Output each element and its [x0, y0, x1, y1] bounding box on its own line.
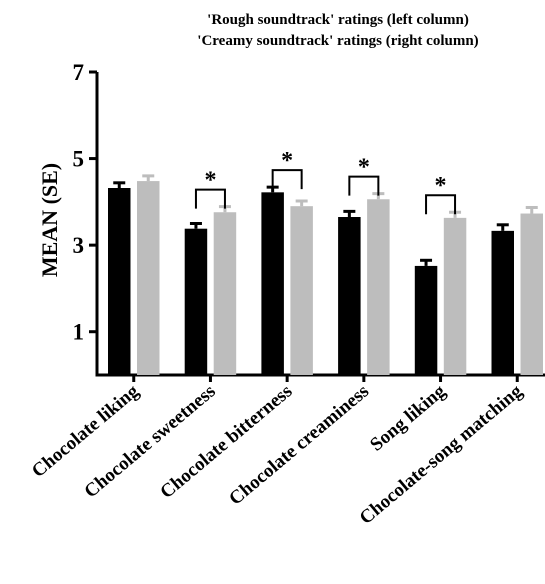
- bar: [290, 206, 313, 375]
- x-tick-label: Chocolate bitterness: [156, 381, 296, 503]
- x-tick-label: Chocolate sweetness: [80, 381, 219, 503]
- y-axis-label: MEAN (SE): [37, 163, 62, 277]
- significance-star: *: [435, 173, 447, 199]
- bar: [261, 192, 284, 375]
- bar: [520, 213, 543, 375]
- chart-title-line-2: 'Creamy soundtrack' ratings (right colum…: [197, 33, 478, 49]
- significance-star: *: [358, 155, 370, 181]
- bar: [367, 199, 390, 375]
- bar: [414, 265, 438, 375]
- chart-title-line-1: 'Rough soundtrack' ratings (left column): [207, 12, 469, 28]
- bar: [137, 181, 160, 375]
- significance-star: *: [281, 148, 293, 174]
- significance-bracket: [425, 194, 457, 215]
- bar: [443, 217, 467, 375]
- bar: [184, 228, 208, 375]
- y-tick-label: 1: [73, 320, 85, 345]
- y-tick-label: 5: [73, 147, 85, 172]
- bar: [108, 188, 131, 375]
- bar: [491, 230, 514, 375]
- bar: [213, 212, 237, 375]
- y-tick-label: 7: [73, 60, 85, 85]
- y-tick-label: 3: [73, 233, 85, 258]
- significance-bracket: [194, 188, 226, 209]
- significance-star: *: [204, 168, 216, 194]
- significance-bracket: [348, 175, 380, 196]
- x-tick-label: Chocolate creaminess: [225, 381, 373, 510]
- significance-bracket: [271, 169, 303, 190]
- bar: [338, 217, 361, 375]
